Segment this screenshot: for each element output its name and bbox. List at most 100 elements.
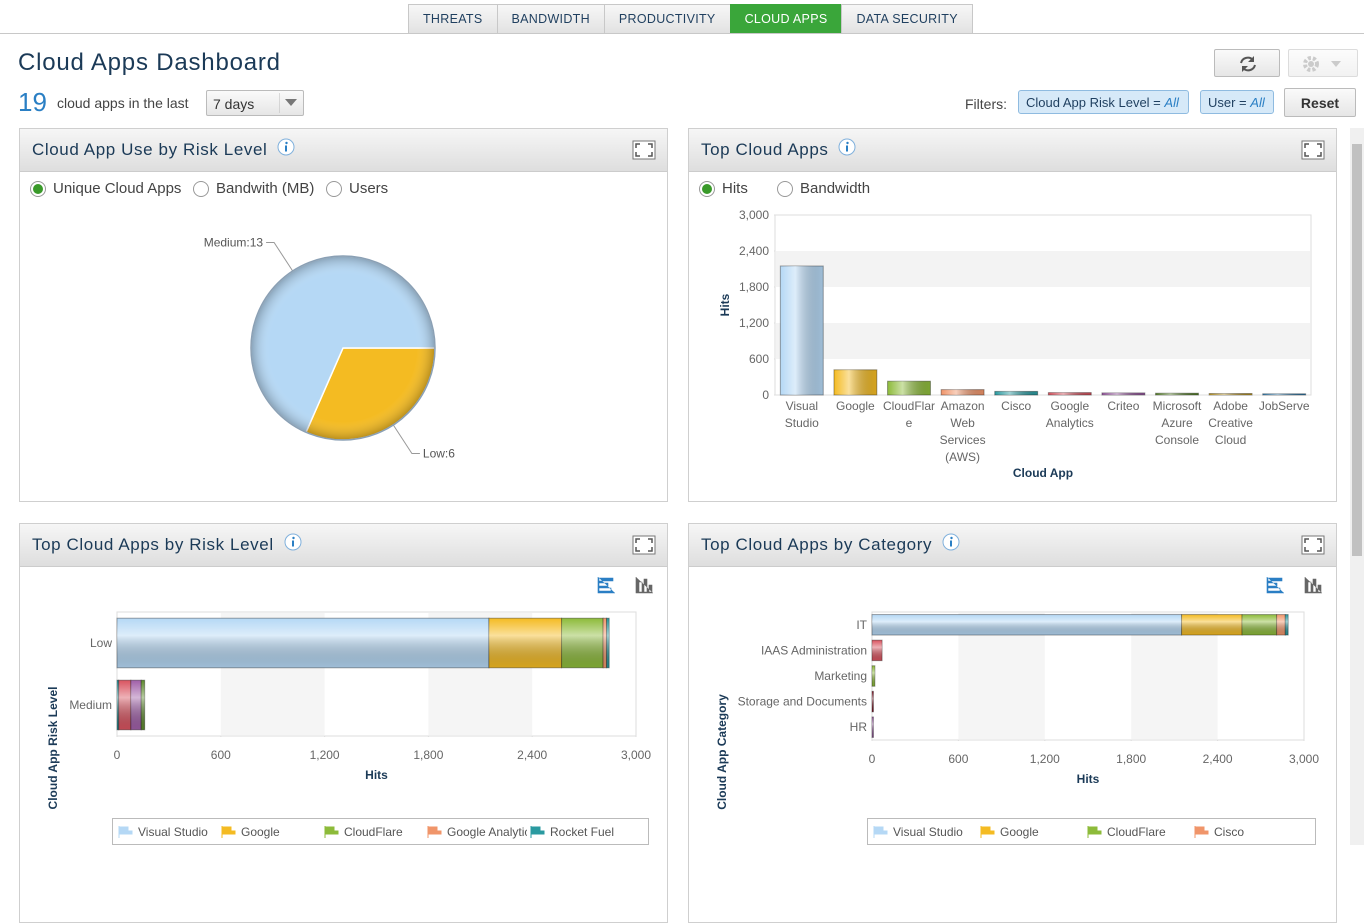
radio-option[interactable]: Users (326, 180, 388, 197)
vbar-view-icon[interactable] (634, 575, 654, 595)
radio-option[interactable]: Unique Cloud Apps (30, 180, 181, 197)
expand-frame (1301, 140, 1325, 160)
legend-swatch (118, 826, 133, 838)
tick-label: 3,000 (621, 748, 651, 762)
scrollbar[interactable] (1350, 128, 1364, 845)
gear-icon (1303, 56, 1341, 72)
expand-icon[interactable] (1301, 140, 1325, 160)
category-label: Google Analytics (1045, 399, 1094, 430)
tab[interactable]: BANDWIDTH (496, 4, 605, 33)
tab[interactable]: CLOUD APPS (729, 4, 843, 33)
expand-icon[interactable] (1301, 535, 1325, 555)
bar-sheen (887, 381, 931, 395)
legend-entry[interactable]: CloudFlare (1087, 819, 1194, 844)
bar-sheen (561, 618, 604, 668)
hbar-view-glyph (1266, 577, 1284, 594)
legend-entry[interactable]: Google (980, 819, 1087, 844)
legend-swatch (427, 826, 442, 838)
legend-swatch (980, 826, 995, 838)
tick-label: 600 (948, 752, 968, 766)
panel-title: Cloud App Use by Risk Level (32, 140, 268, 159)
vbar-view-icon[interactable] (1303, 575, 1323, 595)
legend-entry[interactable]: Rocket Fuel (530, 819, 633, 844)
x-axis-title: Cloud App (1013, 466, 1073, 480)
tick-label: 2,400 (517, 748, 547, 762)
expand-frame (1301, 535, 1325, 555)
filter-chip[interactable]: User = All (1200, 90, 1274, 114)
legend-entry[interactable]: CloudFlare (324, 819, 427, 844)
page-title: Cloud Apps Dashboard (18, 49, 281, 76)
category-label: Medium (69, 698, 112, 712)
category-label: Marketing (814, 669, 867, 683)
info-icon[interactable] (284, 533, 302, 551)
expand-icon[interactable] (632, 535, 656, 555)
tick-label: 1,200 (739, 316, 769, 330)
period-select[interactable]: 7 days (206, 90, 304, 116)
bar-sheen (1155, 393, 1199, 395)
y-axis-title: Cloud App Category (715, 694, 729, 810)
tick-label: 1,200 (1030, 752, 1060, 766)
legend-entry[interactable]: Visual Studio (118, 819, 221, 844)
legend-glyph (324, 826, 339, 838)
radio-circle (777, 180, 793, 197)
tick-label: 1,200 (310, 748, 340, 762)
legend-glyph (1194, 826, 1209, 838)
legend-entry[interactable]: Google Analytics (427, 819, 530, 844)
page: THREATS BANDWIDTH PRODUCTIVITY CLOUD APPS DA… (0, 4, 1364, 923)
legend-entry[interactable]: Cisco (1194, 819, 1301, 844)
info-icon[interactable] (942, 533, 960, 551)
radio-option[interactable]: Bandwidth (777, 180, 870, 197)
category-label: Low (90, 636, 112, 650)
filter-value: All (1250, 95, 1265, 110)
bar-sheen (1285, 614, 1289, 636)
tab[interactable]: THREATS (408, 4, 498, 33)
legend-entry[interactable]: Visual Studio (873, 819, 980, 844)
bar-sheen (603, 618, 607, 668)
legend-label: Rocket Fuel (550, 825, 615, 839)
pie-label: Low:6 (423, 446, 455, 460)
refresh-icon (1240, 56, 1256, 72)
expand-icon[interactable] (632, 140, 656, 160)
info-stem (846, 145, 848, 152)
radio-label: Unique Cloud Apps (53, 180, 182, 197)
tick-label: 3,000 (739, 208, 769, 222)
radio-option[interactable]: Hits (699, 180, 748, 197)
legend-glyph (530, 826, 545, 838)
bar-sheen (141, 680, 145, 730)
legend-label: Google (241, 825, 280, 839)
info-icon[interactable] (838, 138, 856, 156)
grid-band (776, 251, 1310, 287)
hbar-view-icon[interactable] (596, 575, 616, 595)
hbar-view-glyph (597, 577, 615, 594)
filter-value: All (1164, 95, 1179, 110)
period-value: 7 days (213, 96, 255, 112)
reset-button[interactable]: Reset (1284, 88, 1356, 117)
legend-entry[interactable]: Google (221, 819, 324, 844)
info-icon[interactable] (277, 138, 295, 156)
panel-header: Cloud App Use by Risk Level (20, 129, 667, 172)
legend-label: Google Analytics (447, 825, 527, 839)
tab[interactable]: PRODUCTIVITY (603, 4, 731, 33)
settings-button[interactable] (1288, 49, 1358, 77)
filter-label: Cloud App Risk Level = (1026, 95, 1161, 110)
tab-bar: THREATS BANDWIDTH PRODUCTIVITY CLOUD APPS DA… (408, 4, 973, 33)
panel-title: Top Cloud Apps by Risk Level (32, 535, 274, 554)
scroll-thumb[interactable] (1352, 144, 1362, 556)
hbar-view-icon[interactable] (1265, 575, 1285, 595)
refresh-button[interactable] (1214, 49, 1280, 77)
bar-sheen (1181, 614, 1243, 636)
category-label: Cisco (1001, 399, 1032, 413)
tick-label: 600 (749, 352, 769, 366)
tab[interactable]: DATA SECURITY (841, 4, 973, 33)
bar-sheen (1101, 392, 1145, 395)
legend-swatch (1087, 826, 1102, 838)
bar-sheen (117, 680, 119, 730)
pie-rim (250, 255, 436, 441)
filter-chip[interactable]: Cloud App Risk Level = All (1018, 90, 1189, 114)
bar-sheen (994, 391, 1038, 395)
radio-option[interactable]: Bandwith (MB) (193, 180, 314, 197)
bar-sheen (1242, 614, 1277, 636)
legend-swatch (324, 826, 339, 838)
expand-arrows (1304, 143, 1322, 157)
bar-sheen (872, 716, 874, 738)
